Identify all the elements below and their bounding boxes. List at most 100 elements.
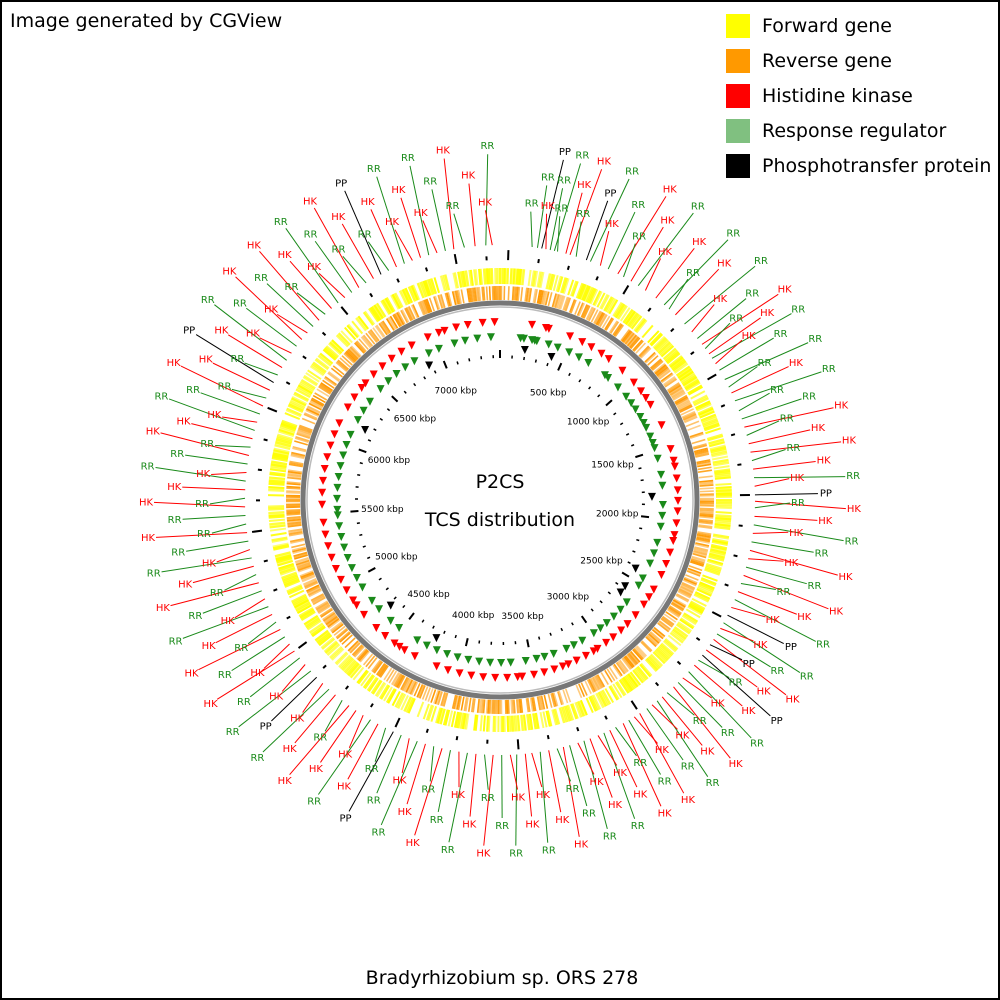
callout-line (342, 255, 367, 284)
callout-line (656, 700, 709, 777)
forward-gene-stripe (706, 560, 723, 567)
outer-dash (263, 438, 268, 442)
tcs-marker (637, 387, 646, 396)
position-tick (636, 538, 640, 542)
callout-line (186, 540, 249, 552)
forward-gene-stripe (275, 554, 292, 561)
forward-gene-stripe (463, 713, 468, 730)
forward-gene-stripe (635, 666, 648, 681)
forward-gene-stripe (715, 506, 732, 510)
forward-gene-stripe (370, 306, 382, 321)
reverse-gene-stripe (653, 362, 666, 374)
callout-label: HK (789, 528, 804, 539)
tcs-marker (319, 518, 328, 527)
reverse-gene-stripe (625, 333, 636, 346)
reverse-gene-stripe (306, 585, 320, 594)
forward-gene-stripe (427, 705, 435, 721)
tcs-marker (334, 473, 343, 482)
forward-gene-stripe (683, 377, 699, 388)
forward-gene-stripe (539, 271, 545, 289)
center-title: P2CS (476, 471, 525, 493)
reverse-gene-stripe (292, 447, 307, 453)
tcs-marker (390, 639, 399, 648)
forward-gene-stripe (714, 526, 731, 531)
callout-label: HK (250, 668, 265, 679)
forward-gene-stripe (530, 270, 535, 287)
callout-line (708, 317, 761, 355)
forward-gene-stripe (345, 660, 358, 675)
tcs-marker (657, 421, 666, 430)
tcs-marker (631, 564, 640, 573)
reverse-gene-stripe (287, 473, 302, 478)
callout-label: HK (278, 250, 293, 261)
reverse-gene-stripe (310, 593, 324, 602)
callout-label: HK (269, 692, 284, 703)
callout-line (709, 644, 743, 661)
reverse-gene-stripe (356, 340, 367, 352)
forward-gene-stripe (609, 685, 620, 700)
reverse-gene-stripe (657, 622, 670, 633)
reverse-gene-stripe (396, 674, 405, 688)
callout-label: HK (303, 196, 318, 207)
forward-gene-stripe (469, 269, 474, 286)
forward-gene-stripe (296, 387, 312, 397)
forward-gene-stripe (364, 310, 376, 325)
outer-dash (647, 307, 652, 312)
reverse-gene-stripe (460, 696, 465, 711)
reverse-gene-stripe (437, 294, 443, 309)
tcs-marker (422, 641, 431, 650)
forward-gene-stripe (715, 511, 732, 514)
reverse-gene-stripe (286, 485, 301, 489)
forward-gene-stripe (310, 364, 325, 376)
forward-gene-stripe (675, 365, 691, 377)
callout-label: RR (686, 268, 700, 279)
position-tick (350, 510, 359, 513)
tcs-marker (670, 462, 679, 471)
tcs-marker (558, 662, 567, 671)
forward-gene-stripe (693, 395, 709, 405)
reverse-gene-stripe (330, 622, 343, 633)
forward-gene-stripe (532, 713, 537, 730)
tcs-marker (646, 559, 655, 568)
reverse-gene-stripe (290, 453, 305, 458)
forward-gene-stripe (284, 579, 301, 588)
forward-gene-stripe (441, 275, 448, 292)
callout-line (539, 751, 549, 843)
reverse-gene-stripe (397, 311, 406, 325)
reverse-gene-stripe (661, 373, 674, 384)
forward-gene-stripe (709, 444, 726, 451)
tcs-marker (503, 673, 512, 682)
reverse-gene-stripe (666, 382, 680, 392)
forward-gene-stripe (561, 706, 569, 723)
position-tick (621, 571, 630, 578)
callout-label: RR (421, 784, 435, 795)
tcs-marker (609, 633, 618, 642)
callout-label: HK (184, 669, 199, 680)
reverse-gene-stripe (291, 546, 306, 552)
forward-gene-stripe (330, 340, 344, 353)
reverse-gene-stripe (618, 660, 628, 673)
forward-gene-stripe (658, 342, 672, 356)
tcs-marker (662, 559, 671, 568)
callout-line (271, 676, 318, 722)
forward-gene-stripe (670, 357, 685, 370)
forward-gene-stripe (268, 514, 285, 518)
reverse-gene-stripe (640, 347, 652, 359)
position-tick (635, 453, 644, 459)
forward-gene-stripe (593, 291, 603, 307)
reverse-gene-stripe (683, 578, 698, 586)
reverse-gene-stripe (680, 584, 694, 592)
reverse-gene-stripe (661, 616, 674, 627)
tcs-marker (638, 574, 647, 583)
reverse-gene-stripe (672, 392, 686, 401)
callout-line (211, 523, 247, 534)
forward-gene-stripe (614, 681, 626, 697)
forward-gene-stripe (269, 523, 286, 527)
forward-gene-stripe (291, 595, 307, 605)
forward-gene-stripe (649, 332, 662, 346)
reverse-gene-stripe (318, 385, 331, 395)
forward-gene-stripe (619, 307, 631, 322)
reverse-gene-stripe (319, 383, 333, 393)
callout-label: RR (822, 364, 836, 375)
forward-gene-stripe (305, 372, 320, 383)
